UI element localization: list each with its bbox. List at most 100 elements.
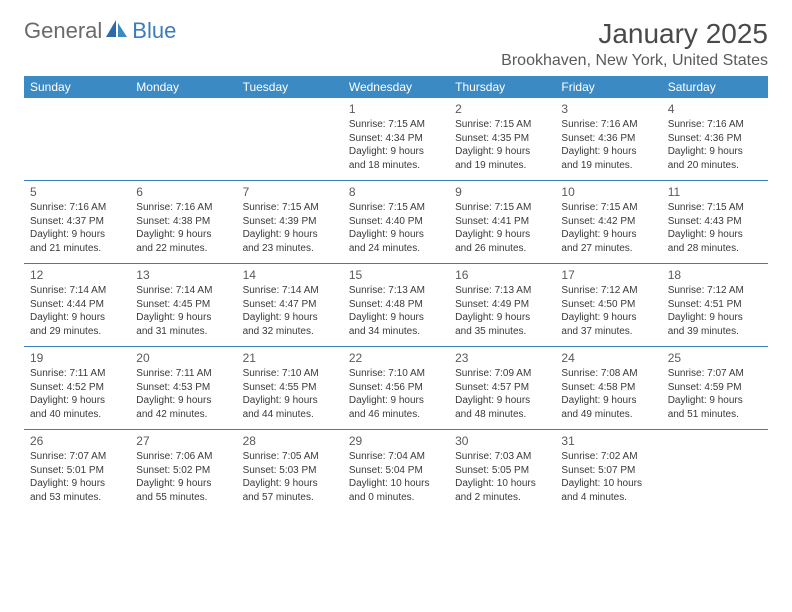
calendar-week-row: 1 Sunrise: 7:15 AMSunset: 4:34 PMDaylight… xyxy=(24,98,768,181)
weekday-header: Tuesday xyxy=(237,76,343,98)
weekday-header: Friday xyxy=(555,76,661,98)
day-details: Sunrise: 7:12 AMSunset: 4:50 PMDaylight:… xyxy=(561,284,655,338)
day-number: 4 xyxy=(668,102,762,116)
calendar-day-cell: 31 Sunrise: 7:02 AMSunset: 5:07 PMDayligh… xyxy=(555,430,661,513)
weekday-header: Monday xyxy=(130,76,236,98)
calendar-week-row: 19Sunrise: 7:11 AMSunset: 4:52 PMDayligh… xyxy=(24,347,768,430)
calendar-day-cell: 5Sunrise: 7:16 AMSunset: 4:37 PMDaylight… xyxy=(24,181,130,264)
calendar-day-cell: 9Sunrise: 7:15 AMSunset: 4:41 PMDaylight… xyxy=(449,181,555,264)
calendar-day-cell: 18 Sunrise: 7:12 AMSunset: 4:51 PMDayligh… xyxy=(662,264,768,347)
day-number: 30 xyxy=(455,434,549,448)
title-block: January 2025 Brookhaven, New York, Unite… xyxy=(501,18,768,70)
calendar-day-cell: 12Sunrise: 7:14 AMSunset: 4:44 PMDayligh… xyxy=(24,264,130,347)
day-number: 31 xyxy=(561,434,655,448)
day-number: 15 xyxy=(349,268,443,282)
month-title: January 2025 xyxy=(501,18,768,50)
day-details: Sunrise: 7:12 AMSunset: 4:51 PMDaylight:… xyxy=(668,284,762,338)
calendar-day-cell: 24 Sunrise: 7:08 AMSunset: 4:58 PMDayligh… xyxy=(555,347,661,430)
day-number: 23 xyxy=(455,351,549,365)
day-details: Sunrise: 7:16 AMSunset: 4:36 PMDaylight:… xyxy=(561,118,655,172)
header: General Blue January 2025 Brookhaven, Ne… xyxy=(24,18,768,70)
day-number: 2 xyxy=(455,102,549,116)
weekday-header: Wednesday xyxy=(343,76,449,98)
calendar-day-cell xyxy=(237,98,343,181)
day-details: Sunrise: 7:14 AMSunset: 4:44 PMDaylight:… xyxy=(30,284,124,338)
weekday-header: Saturday xyxy=(662,76,768,98)
calendar-day-cell: 10Sunrise: 7:15 AMSunset: 4:42 PMDayligh… xyxy=(555,181,661,264)
day-details: Sunrise: 7:15 AMSunset: 4:41 PMDaylight:… xyxy=(455,201,549,255)
day-details: Sunrise: 7:15 AMSunset: 4:39 PMDaylight:… xyxy=(243,201,337,255)
calendar-week-row: 12Sunrise: 7:14 AMSunset: 4:44 PMDayligh… xyxy=(24,264,768,347)
day-details: Sunrise: 7:08 AMSunset: 4:58 PMDaylight:… xyxy=(561,367,655,421)
day-details: Sunrise: 7:10 AMSunset: 4:56 PMDaylight:… xyxy=(349,367,443,421)
day-number: 14 xyxy=(243,268,337,282)
day-number: 16 xyxy=(455,268,549,282)
day-details: Sunrise: 7:02 AMSunset: 5:07 PMDaylight:… xyxy=(561,450,655,504)
calendar-day-cell: 13Sunrise: 7:14 AMSunset: 4:45 PMDayligh… xyxy=(130,264,236,347)
day-number: 24 xyxy=(561,351,655,365)
day-number: 8 xyxy=(349,185,443,199)
day-details: Sunrise: 7:07 AMSunset: 5:01 PMDaylight:… xyxy=(30,450,124,504)
day-details: Sunrise: 7:03 AMSunset: 5:05 PMDaylight:… xyxy=(455,450,549,504)
day-details: Sunrise: 7:09 AMSunset: 4:57 PMDaylight:… xyxy=(455,367,549,421)
calendar-day-cell: 1 Sunrise: 7:15 AMSunset: 4:34 PMDaylight… xyxy=(343,98,449,181)
calendar-day-cell: 8 Sunrise: 7:15 AMSunset: 4:40 PMDaylight… xyxy=(343,181,449,264)
day-number: 5 xyxy=(30,185,124,199)
day-number: 29 xyxy=(349,434,443,448)
day-number: 10 xyxy=(561,185,655,199)
day-details: Sunrise: 7:15 AMSunset: 4:35 PMDaylight:… xyxy=(455,118,549,172)
day-number: 13 xyxy=(136,268,230,282)
calendar-day-cell: 21Sunrise: 7:10 AMSunset: 4:55 PMDayligh… xyxy=(237,347,343,430)
day-number: 11 xyxy=(668,185,762,199)
day-details: Sunrise: 7:11 AMSunset: 4:53 PMDaylight:… xyxy=(136,367,230,421)
weekday-header: Sunday xyxy=(24,76,130,98)
calendar-day-cell: 14 Sunrise: 7:14 AMSunset: 4:47 PMDayligh… xyxy=(237,264,343,347)
logo-sail-icon xyxy=(106,20,128,43)
calendar-day-cell: 25Sunrise: 7:07 AMSunset: 4:59 PMDayligh… xyxy=(662,347,768,430)
day-number: 1 xyxy=(349,102,443,116)
day-details: Sunrise: 7:07 AMSunset: 4:59 PMDaylight:… xyxy=(668,367,762,421)
calendar-day-cell xyxy=(662,430,768,513)
day-number: 3 xyxy=(561,102,655,116)
day-details: Sunrise: 7:15 AMSunset: 4:40 PMDaylight:… xyxy=(349,201,443,255)
day-details: Sunrise: 7:10 AMSunset: 4:55 PMDaylight:… xyxy=(243,367,337,421)
day-details: Sunrise: 7:04 AMSunset: 5:04 PMDaylight:… xyxy=(349,450,443,504)
calendar-table: Sunday Monday Tuesday Wednesday Thursday… xyxy=(24,76,768,512)
day-details: Sunrise: 7:16 AMSunset: 4:36 PMDaylight:… xyxy=(668,118,762,172)
calendar-day-cell xyxy=(130,98,236,181)
calendar-day-cell: 6Sunrise: 7:16 AMSunset: 4:38 PMDaylight… xyxy=(130,181,236,264)
calendar-week-row: 5Sunrise: 7:16 AMSunset: 4:37 PMDaylight… xyxy=(24,181,768,264)
day-details: Sunrise: 7:15 AMSunset: 4:43 PMDaylight:… xyxy=(668,201,762,255)
calendar-day-cell: 11 Sunrise: 7:15 AMSunset: 4:43 PMDayligh… xyxy=(662,181,768,264)
day-details: Sunrise: 7:14 AMSunset: 4:47 PMDaylight:… xyxy=(243,284,337,338)
calendar-day-cell: 20 Sunrise: 7:11 AMSunset: 4:53 PMDayligh… xyxy=(130,347,236,430)
day-details: Sunrise: 7:13 AMSunset: 4:48 PMDaylight:… xyxy=(349,284,443,338)
calendar-day-cell: 15 Sunrise: 7:13 AMSunset: 4:48 PMDayligh… xyxy=(343,264,449,347)
calendar-day-cell: 30 Sunrise: 7:03 AMSunset: 5:05 PMDayligh… xyxy=(449,430,555,513)
calendar-day-cell: 23 Sunrise: 7:09 AMSunset: 4:57 PMDayligh… xyxy=(449,347,555,430)
calendar-page: General Blue January 2025 Brookhaven, Ne… xyxy=(0,0,792,530)
calendar-day-cell: 7Sunrise: 7:15 AMSunset: 4:39 PMDaylight… xyxy=(237,181,343,264)
day-details: Sunrise: 7:13 AMSunset: 4:49 PMDaylight:… xyxy=(455,284,549,338)
day-number: 28 xyxy=(243,434,337,448)
day-number: 18 xyxy=(668,268,762,282)
calendar-day-cell: 2 Sunrise: 7:15 AMSunset: 4:35 PMDaylight… xyxy=(449,98,555,181)
day-number: 19 xyxy=(30,351,124,365)
day-number: 22 xyxy=(349,351,443,365)
calendar-day-cell: 29 Sunrise: 7:04 AMSunset: 5:04 PMDayligh… xyxy=(343,430,449,513)
calendar-body: 1 Sunrise: 7:15 AMSunset: 4:34 PMDaylight… xyxy=(24,98,768,512)
day-details: Sunrise: 7:15 AMSunset: 4:34 PMDaylight:… xyxy=(349,118,443,172)
logo: General Blue xyxy=(24,18,176,44)
calendar-day-cell: 4 Sunrise: 7:16 AMSunset: 4:36 PMDaylight… xyxy=(662,98,768,181)
weekday-header: Thursday xyxy=(449,76,555,98)
logo-text-blue: Blue xyxy=(132,18,176,44)
day-details: Sunrise: 7:16 AMSunset: 4:38 PMDaylight:… xyxy=(136,201,230,255)
day-number: 17 xyxy=(561,268,655,282)
calendar-day-cell: 28 Sunrise: 7:05 AMSunset: 5:03 PMDayligh… xyxy=(237,430,343,513)
calendar-day-cell: 26Sunrise: 7:07 AMSunset: 5:01 PMDayligh… xyxy=(24,430,130,513)
day-number: 27 xyxy=(136,434,230,448)
day-number: 20 xyxy=(136,351,230,365)
logo-text-general: General xyxy=(24,18,102,44)
day-details: Sunrise: 7:05 AMSunset: 5:03 PMDaylight:… xyxy=(243,450,337,504)
calendar-day-cell: 17 Sunrise: 7:12 AMSunset: 4:50 PMDayligh… xyxy=(555,264,661,347)
